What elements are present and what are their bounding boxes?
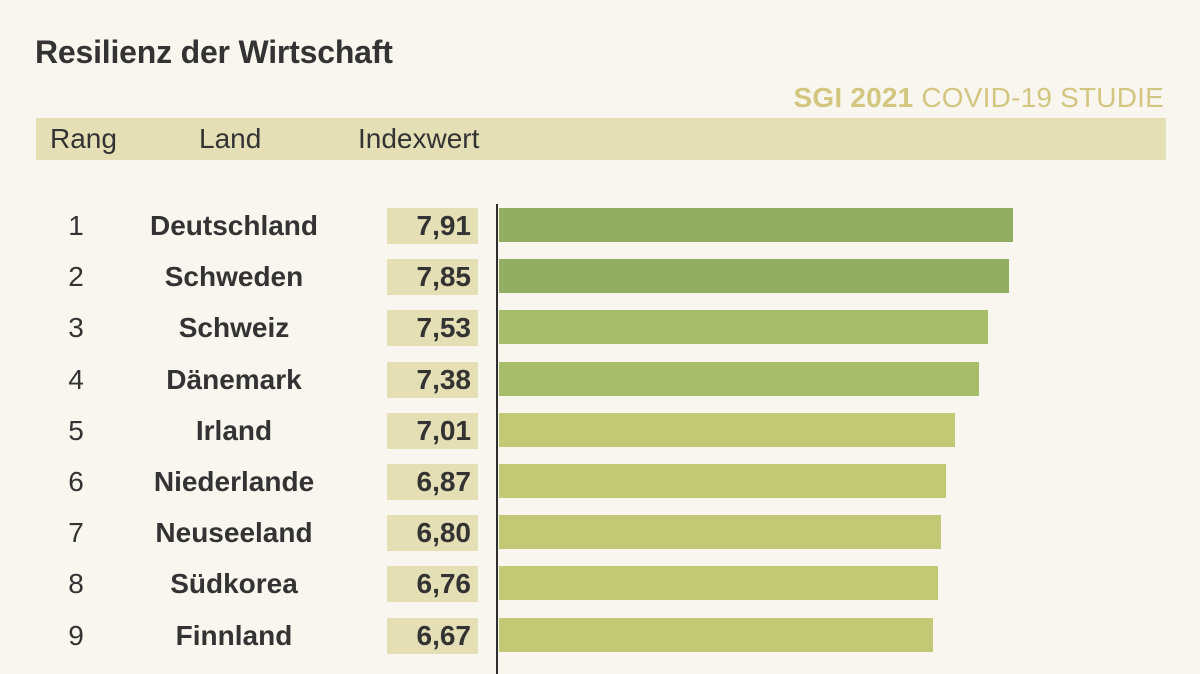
bar [499,208,1013,242]
bar [499,361,979,396]
bar [499,310,988,345]
country-label: Südkorea [170,568,298,600]
table-row: 8 Südkorea 6,76 [0,566,1200,617]
axis-line [496,204,498,674]
value-box: 7,53 [387,310,478,347]
table-row: 6 Niederlande 6,87 [0,464,1200,515]
study-label: SGI 2021 COVID-19 STUDIE [794,82,1165,114]
header-rang: Rang [50,123,117,154]
rank-label: 4 [68,363,84,395]
bar [499,566,938,601]
country-label: Niederlande [153,466,315,497]
country-label: Schweden [164,261,304,293]
value-box: 7,91 [387,208,478,244]
rank-label: 1 [68,210,84,241]
value-box: 7,38 [387,361,478,398]
study-label-bold: SGI 2021 [793,82,914,113]
value-box: 6,67 [387,617,478,654]
table-row: 2 Schweden 7,85 [0,259,1200,310]
bar [499,515,941,550]
value-label: 6,67 [416,619,472,651]
value-box: 6,80 [387,515,478,552]
table-row: 7 Neuseeland 6,80 [0,515,1200,566]
country-label: Neuseeland [155,517,313,549]
country-label: Deutschland [149,210,319,241]
table-row: 4 Dänemark 7,38 [0,361,1200,413]
country-label: Irland [195,414,273,446]
bar [499,259,1009,294]
value-label: 7,38 [416,363,472,395]
bar [499,412,955,447]
table-row: 5 Irland 7,01 [0,412,1200,464]
value-label: 7,01 [416,414,472,446]
value-label: 6,76 [416,568,472,600]
table-row: 9 Finnland 6,67 [0,617,1200,669]
country-label: Schweiz [178,312,290,344]
value-label: 6,87 [416,466,472,497]
table-row: 1 Deutschland 7,91 [0,208,1200,259]
value-box: 7,85 [387,259,478,296]
value-label: 6,80 [416,517,472,549]
rank-label: 7 [68,517,84,549]
value-box: 7,01 [387,412,478,449]
table-row: 3 Schweiz 7,53 [0,310,1200,361]
country-label: Finnland [175,619,293,651]
rank-label: 9 [68,619,84,651]
table-header: Rang Land Indexwert [36,118,1166,160]
value-box: 6,76 [387,566,478,603]
header-index: Indexwert [358,123,480,154]
rank-label: 8 [68,568,84,600]
value-label: 7,91 [416,210,472,241]
rank-label: 6 [68,466,84,497]
rank-label: 3 [68,312,84,344]
header-land: Land [199,123,262,154]
value-label: 7,85 [416,261,472,293]
bar [499,617,933,652]
bar [499,464,946,498]
rank-label: 5 [68,414,84,446]
value-box: 6,87 [387,464,478,500]
chart-title: Resilienz der Wirtschaft [35,34,393,70]
study-label-rest: COVID-19 STUDIE [921,82,1164,113]
country-label: Dänemark [166,363,302,395]
rank-label: 2 [68,261,84,293]
value-label: 7,53 [416,312,472,344]
